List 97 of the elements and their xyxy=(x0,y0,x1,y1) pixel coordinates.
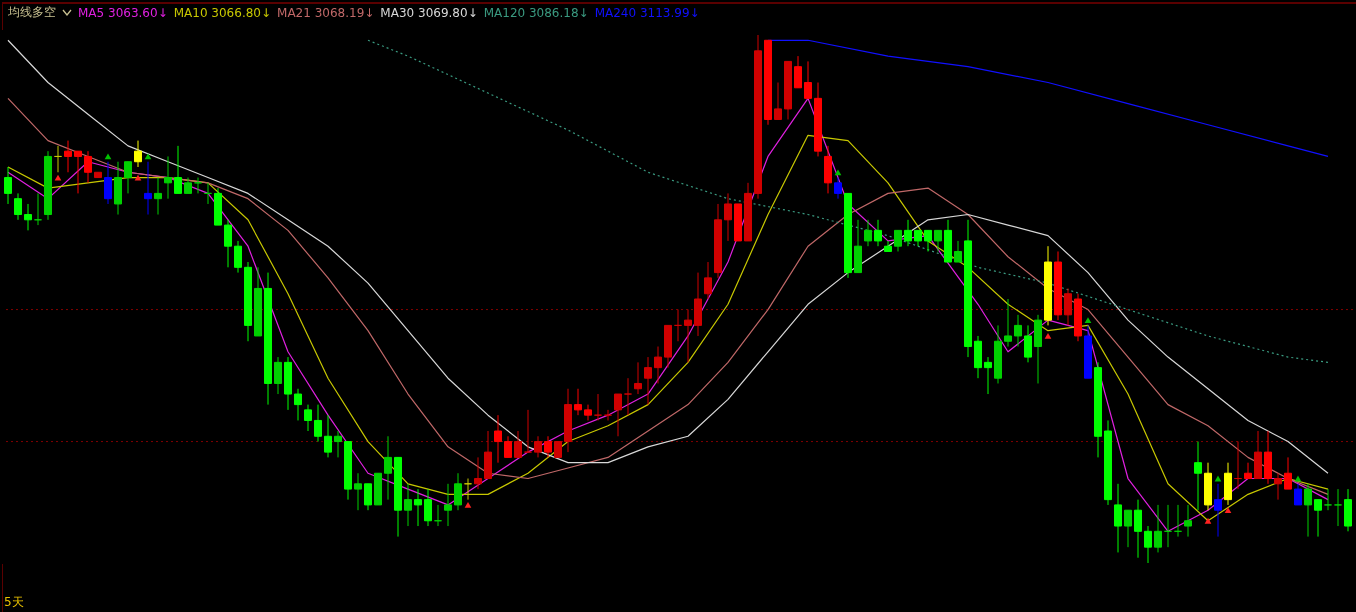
candlestick xyxy=(324,414,332,458)
text: MA30 3069.80↓ xyxy=(380,5,478,20)
candlestick xyxy=(1304,483,1312,538)
candlestick xyxy=(104,161,112,205)
candlestick xyxy=(1184,504,1192,538)
candlestick xyxy=(684,309,692,363)
candlestick xyxy=(1114,483,1122,553)
candlestick xyxy=(624,377,632,416)
candlestick xyxy=(904,219,912,247)
candlestick xyxy=(644,356,652,406)
candlestick xyxy=(1014,314,1022,348)
candlestick xyxy=(74,150,82,194)
point xyxy=(464,502,472,508)
candlestick xyxy=(4,166,12,205)
candlestick xyxy=(934,229,942,252)
text: MA10 3066.80↓ xyxy=(173,5,272,20)
candlestick xyxy=(144,161,152,216)
candlestick xyxy=(774,82,782,120)
candlestick xyxy=(134,140,142,168)
text: 5天 xyxy=(4,594,24,611)
candlestick xyxy=(1024,324,1032,363)
candlestick xyxy=(14,192,22,221)
candlestick xyxy=(834,177,842,200)
candlestick xyxy=(1194,441,1202,511)
candlestick xyxy=(364,483,372,511)
candlestick xyxy=(874,219,882,247)
candlestick xyxy=(24,203,32,231)
text: MA240 3113.99↓ xyxy=(594,5,700,20)
candlestick xyxy=(454,472,462,511)
candlestick xyxy=(544,435,552,458)
candlestick xyxy=(924,229,932,252)
candlestick xyxy=(864,219,872,247)
point xyxy=(104,153,112,160)
candlestick xyxy=(1334,488,1342,527)
candlestick xyxy=(164,155,172,200)
chart-title: 均线多空 xyxy=(8,4,56,21)
point xyxy=(144,153,152,160)
candlestick xyxy=(534,435,542,458)
candlestick xyxy=(894,229,902,252)
candlestick xyxy=(154,177,162,216)
candlestick xyxy=(304,404,312,432)
candlestick xyxy=(654,346,662,384)
point xyxy=(1224,507,1232,514)
candlestick xyxy=(1294,483,1302,506)
text: MA120 3086.18↓ xyxy=(483,5,589,20)
candlestick xyxy=(494,414,502,464)
point xyxy=(1044,333,1052,339)
candlestick xyxy=(414,488,422,527)
candlestick xyxy=(1284,456,1292,490)
point xyxy=(1294,475,1302,482)
candlestick xyxy=(354,472,362,511)
candlestick xyxy=(274,356,282,395)
point xyxy=(1204,517,1212,524)
candlestick xyxy=(574,388,582,416)
candlestick xyxy=(984,356,992,395)
point xyxy=(1214,475,1222,482)
candlestick xyxy=(884,240,892,252)
candlestick xyxy=(1214,483,1222,538)
candlestick xyxy=(704,261,712,300)
text: MA21 3068.19↓ xyxy=(277,5,375,20)
candlestick xyxy=(614,393,622,437)
candlestick xyxy=(1064,287,1072,326)
candlestick xyxy=(234,240,242,274)
candlestick xyxy=(424,488,432,527)
candlestick xyxy=(84,150,92,184)
candlestick xyxy=(794,55,802,89)
candlestick xyxy=(1144,525,1152,564)
candlestick xyxy=(64,140,72,173)
point xyxy=(1084,317,1092,324)
candlestick xyxy=(124,161,132,194)
candlestick xyxy=(1154,504,1162,553)
candlestick xyxy=(504,435,512,458)
candlestick xyxy=(954,240,962,263)
candlestick xyxy=(404,483,412,527)
candlestick xyxy=(314,404,322,443)
candlestick xyxy=(294,388,302,421)
candlestick xyxy=(474,456,482,490)
candlestick xyxy=(1124,509,1132,548)
candlestick xyxy=(1274,472,1282,501)
candlestick xyxy=(1004,298,1012,348)
candlestick xyxy=(724,192,732,242)
candlestick xyxy=(524,409,532,453)
point xyxy=(834,169,842,176)
candlestick xyxy=(444,483,452,527)
candlestick xyxy=(1134,499,1142,559)
candlestick xyxy=(584,404,592,421)
candlestick xyxy=(1324,488,1332,511)
text: MA5 3063.60↓ xyxy=(78,5,168,20)
candlestick xyxy=(174,145,182,194)
candlestick xyxy=(514,430,522,458)
candlestick xyxy=(334,430,342,458)
candlestick xyxy=(634,361,642,395)
candlestick xyxy=(1314,499,1322,538)
candlestick xyxy=(224,219,232,268)
candlestick xyxy=(1244,462,1252,480)
candlestick xyxy=(804,60,812,99)
candlestick xyxy=(384,435,392,501)
